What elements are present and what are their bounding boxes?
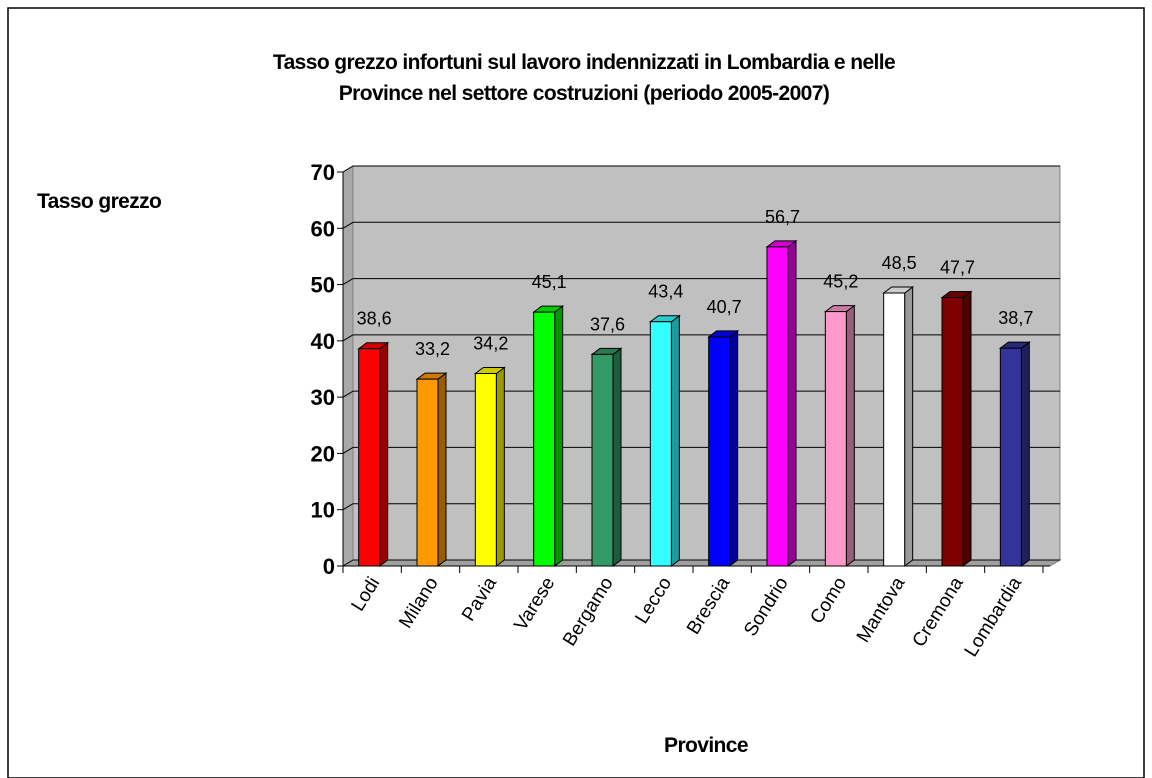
bar-side [379, 341, 389, 567]
bar [533, 311, 556, 567]
bar [824, 311, 847, 567]
grid-line [342, 559, 354, 567]
bar-side [845, 304, 855, 567]
bar-side [495, 366, 505, 567]
x-axis-label: Province [664, 734, 748, 757]
bar-side [437, 372, 447, 567]
grid-line [342, 278, 354, 286]
value-label: 43,4 [648, 282, 683, 302]
y-tick-label: 0 [323, 554, 335, 579]
value-label: 56,7 [765, 207, 800, 227]
bar [591, 353, 614, 567]
y-tick-label: 10 [311, 498, 335, 523]
bar [474, 373, 497, 567]
y-tick-label: 60 [311, 216, 335, 241]
chart-title: Province nel settore costruzioni (period… [339, 82, 829, 105]
bar [999, 347, 1022, 567]
bar-side [787, 239, 797, 567]
value-label: 34,2 [473, 334, 508, 354]
bar [883, 292, 906, 567]
value-label: 45,1 [532, 272, 567, 292]
grid-line [342, 446, 354, 454]
chart-title: Tasso grezzo infortuni sul lavoro indenn… [273, 51, 895, 74]
bar [708, 336, 731, 567]
value-label: 45,2 [823, 272, 858, 292]
y-tick-label: 40 [311, 329, 335, 354]
y-axis-label: Tasso grezzo [37, 190, 161, 213]
bar-side [904, 286, 914, 567]
value-label: 47,7 [940, 258, 975, 278]
grid-line [342, 390, 354, 398]
bar-side [554, 305, 564, 567]
grid-line [342, 334, 354, 342]
y-tick-label: 70 [311, 160, 335, 185]
bar-side [729, 329, 739, 567]
value-label: 40,7 [707, 297, 742, 317]
bar [649, 321, 672, 567]
bar-side [670, 314, 680, 567]
grid-line [342, 503, 354, 511]
bar [358, 348, 381, 567]
y-tick-label: 20 [311, 441, 335, 466]
value-label: 37,6 [590, 314, 625, 334]
bar-side [962, 290, 972, 567]
grid-line [342, 221, 354, 229]
value-label: 48,5 [882, 253, 917, 273]
value-label: 38,7 [998, 308, 1033, 328]
side-wall [342, 165, 354, 567]
value-label: 38,6 [357, 309, 392, 329]
grid-line [342, 165, 354, 173]
bar-side [1020, 341, 1030, 567]
y-tick-label: 50 [311, 273, 335, 298]
bar [416, 378, 439, 567]
bar [766, 246, 789, 567]
value-label: 33,2 [415, 339, 450, 359]
bar [941, 297, 964, 567]
bar-side [612, 347, 622, 567]
y-tick-label: 30 [311, 385, 335, 410]
